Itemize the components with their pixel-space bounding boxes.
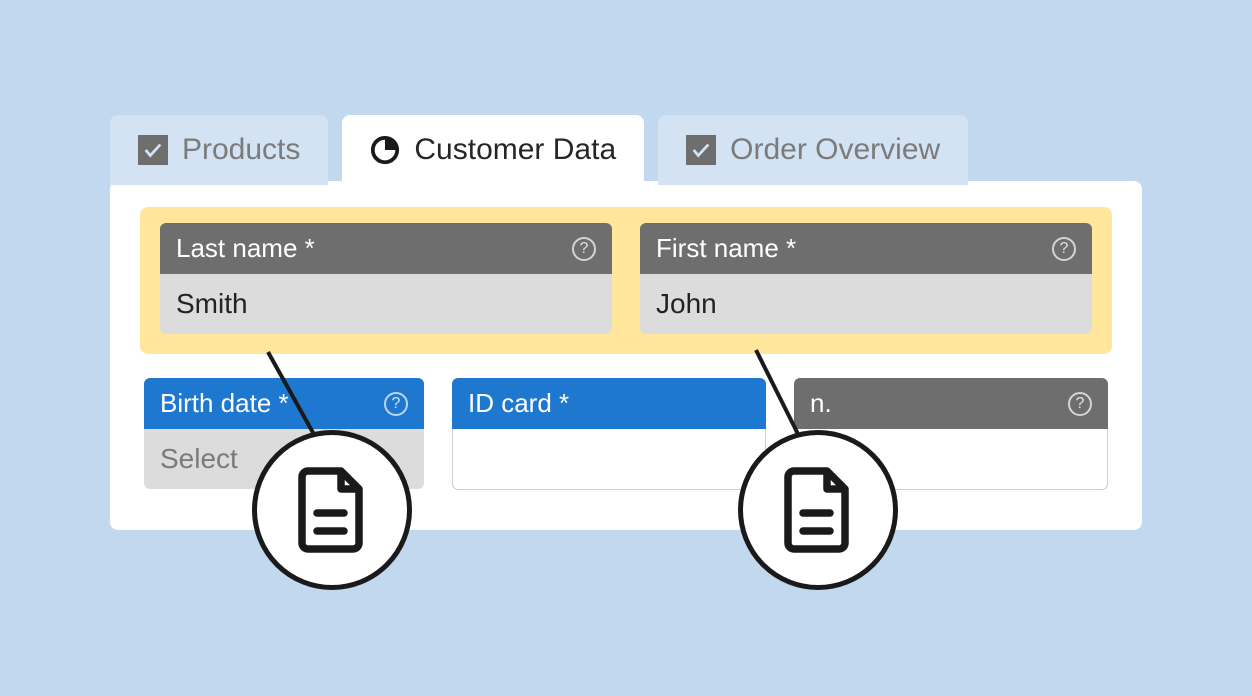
document-icon	[296, 467, 368, 553]
callout-document-2	[738, 430, 898, 590]
callout-document-1	[252, 430, 412, 590]
document-icon	[782, 467, 854, 553]
leader-lines	[0, 0, 1252, 696]
